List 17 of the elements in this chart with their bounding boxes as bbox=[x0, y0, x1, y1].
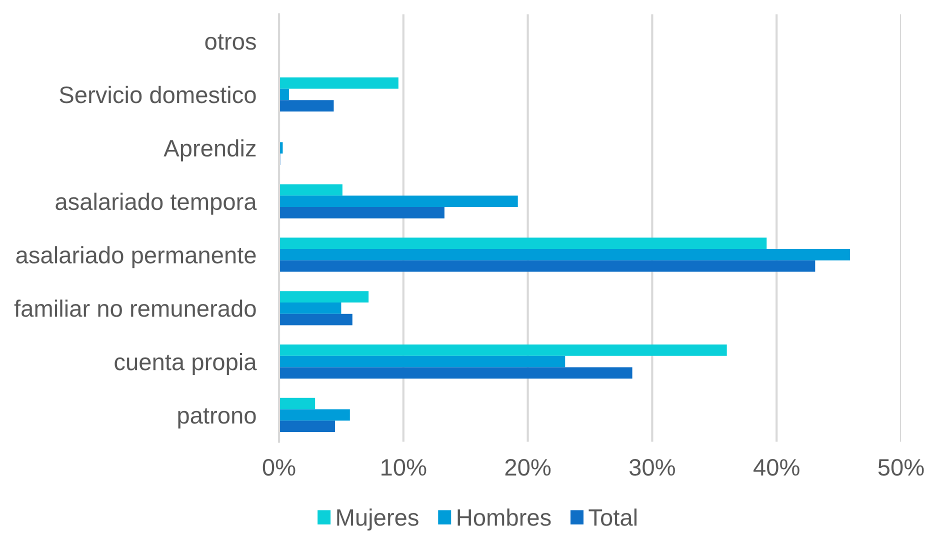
y-tick-label: Servicio domestico bbox=[60, 86, 256, 104]
x-tick-label: 0% bbox=[262, 458, 296, 476]
y-tick-label: cuenta propia bbox=[114, 353, 257, 376]
x-tick-label: 10% bbox=[382, 458, 426, 476]
y-tick-label: patrono bbox=[178, 408, 256, 428]
x-tick-label: 50% bbox=[878, 458, 924, 476]
y-tick-label: otros bbox=[205, 34, 256, 50]
x-tick-label: 40% bbox=[754, 458, 800, 476]
legend-label: Mujeres bbox=[337, 508, 418, 531]
x-tick-label: 30% bbox=[629, 458, 675, 476]
y-tick-label: familiar no remunerado bbox=[14, 300, 256, 317]
legend-label: Total bbox=[588, 508, 636, 526]
legend-label: Hombres bbox=[458, 508, 551, 526]
y-tick-label: Aprendiz bbox=[164, 139, 256, 162]
x-tick-label: 20% bbox=[505, 458, 551, 476]
y-tick-label: asalariado permanente bbox=[16, 246, 256, 268]
y-tick-label: asalariado tempora bbox=[56, 192, 257, 215]
